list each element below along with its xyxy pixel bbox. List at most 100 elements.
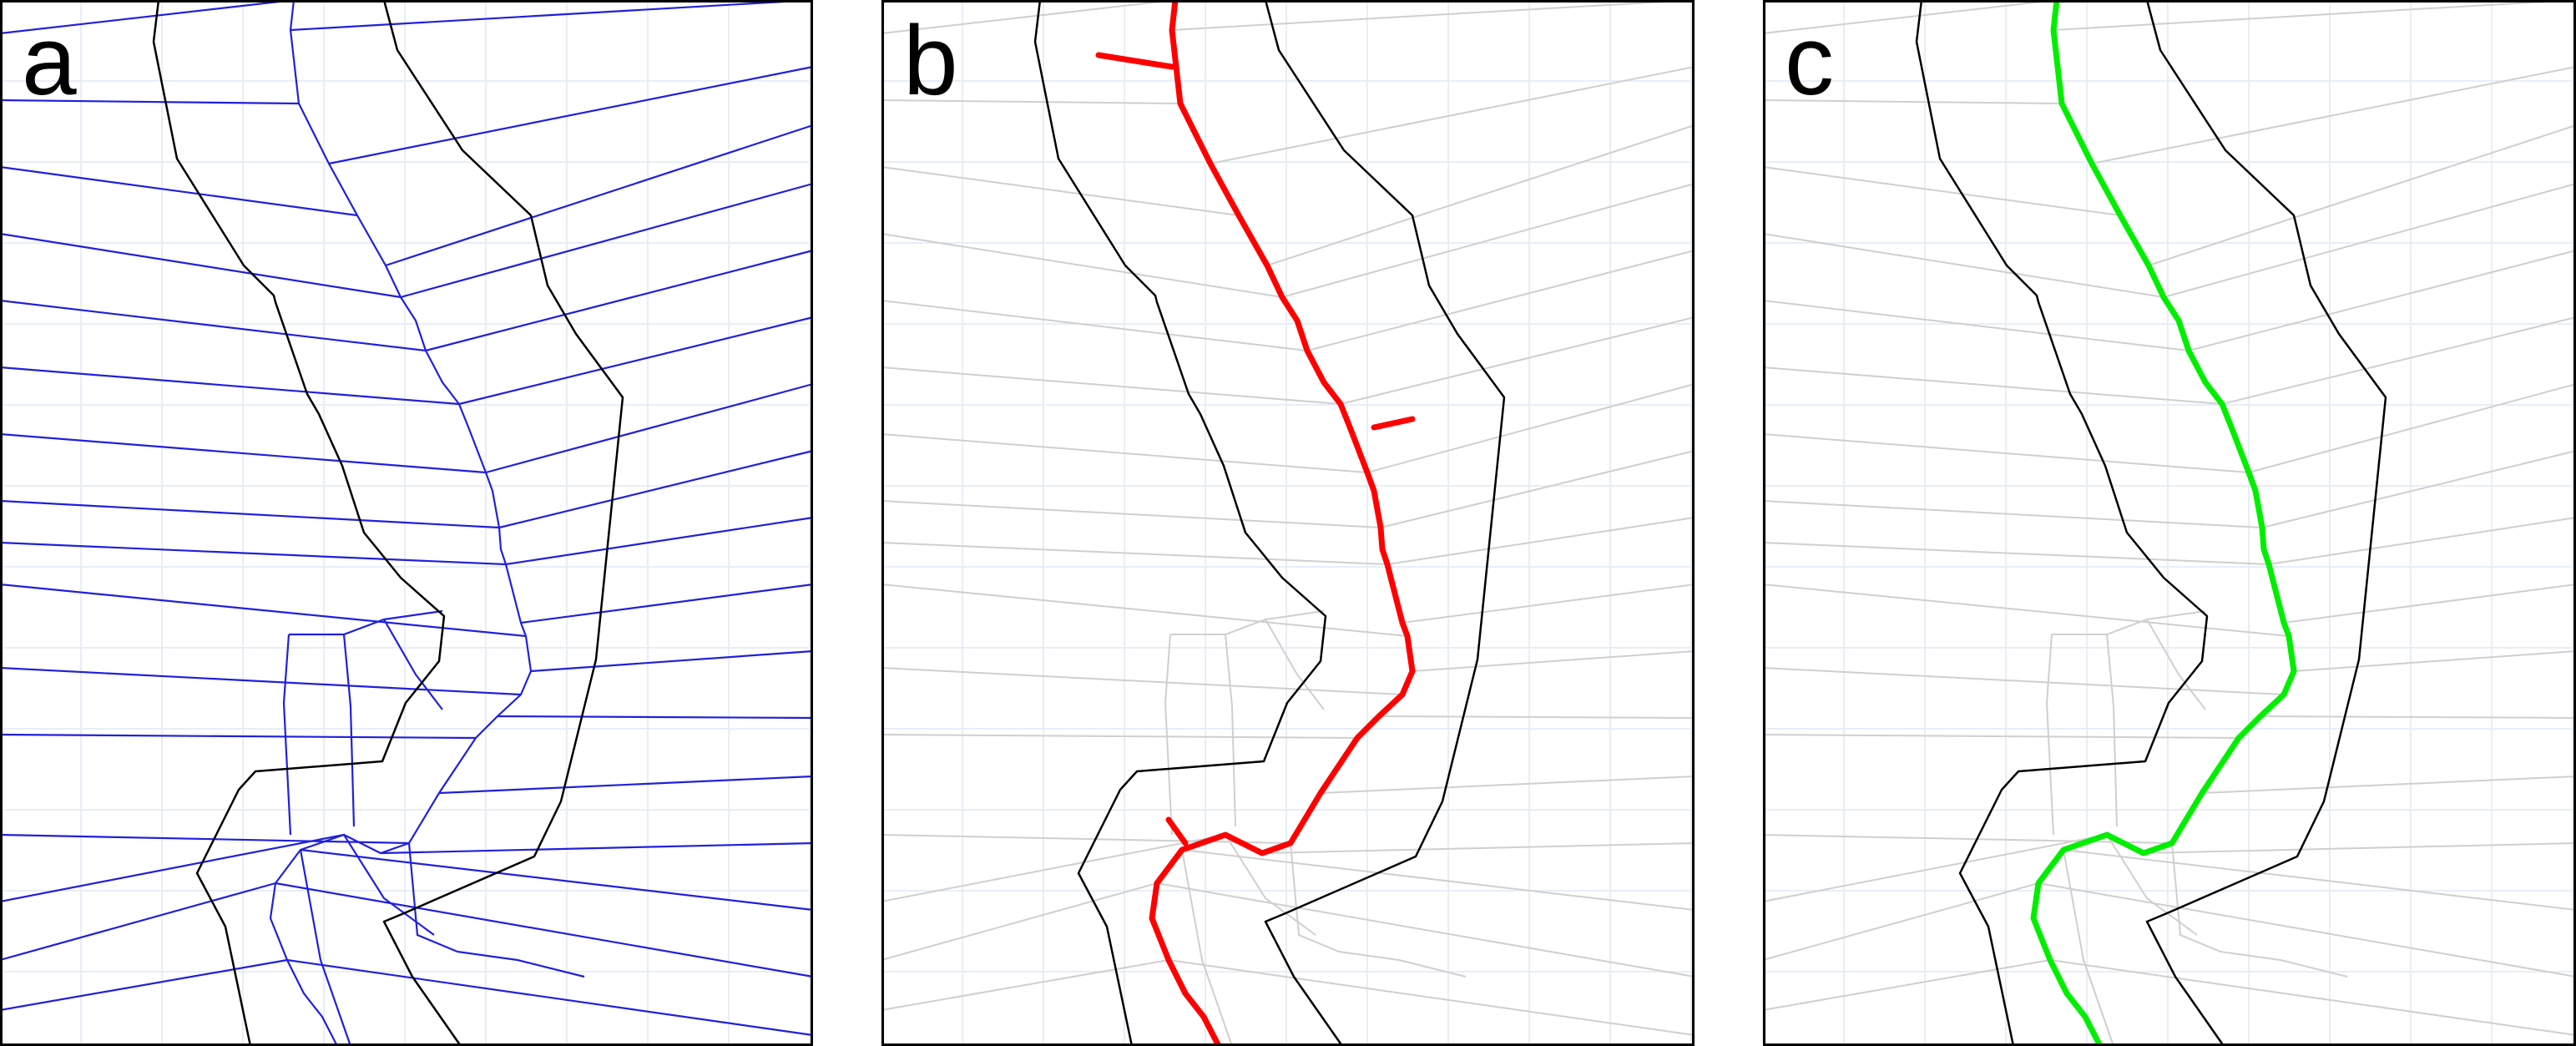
voronoi-edge	[0, 958, 288, 1012]
voronoi-cell-edge	[1225, 634, 1236, 827]
voronoi-cell-edge	[1290, 842, 1340, 953]
voronoi-cell-edge	[1225, 834, 1316, 936]
voronoi-edge	[0, 733, 477, 740]
voronoi-edge	[1762, 500, 2263, 528]
voronoi-edge	[2143, 842, 2576, 854]
voronoi-edge	[0, 366, 460, 406]
voronoi-edge	[1762, 300, 2190, 351]
voronoi-edge	[881, 500, 1381, 528]
voronoi-edge	[0, 165, 358, 217]
voronoi-edge	[2248, 383, 2576, 473]
voronoi-edge	[1266, 124, 1695, 266]
voronoi-cell-edge	[457, 950, 585, 978]
voronoi-edge	[1412, 650, 1695, 672]
voronoi-edge	[881, 834, 1226, 902]
panel-b-plot	[881, 0, 1695, 1046]
voronoi-edge	[0, 99, 300, 105]
voronoi-edge	[881, 0, 1176, 34]
voronoi-edge	[0, 882, 276, 962]
voronoi-edge	[1378, 715, 1695, 719]
voronoi-edge	[300, 848, 814, 912]
voronoi-edge	[1386, 517, 1695, 565]
voronoi-edge	[458, 316, 814, 406]
panel-a-plot	[0, 0, 814, 1046]
shape-boundary	[1033, 0, 1506, 1046]
voronoi-edge	[2260, 715, 2576, 719]
voronoi-edge	[1762, 959, 2051, 1011]
voronoi-edge	[2038, 882, 2576, 978]
voronoi-edge	[1210, 66, 1695, 164]
voronoi-cell-edge	[282, 634, 292, 836]
voronoi-cell-edge	[2052, 610, 2206, 635]
voronoi-edge	[1762, 166, 2121, 216]
voronoi-edge	[0, 666, 522, 696]
voronoi-edge	[1281, 183, 1695, 298]
voronoi-edge	[1171, 0, 1695, 31]
voronoi-edge	[881, 542, 1388, 565]
voronoi-edge	[881, 233, 1283, 298]
voronoi-cell-edge	[383, 619, 443, 710]
voronoi-edge	[2188, 250, 2576, 351]
skeleton-path	[1149, 0, 1416, 1046]
skeleton-branch	[1371, 416, 1416, 431]
voronoi-edge	[2221, 316, 2576, 405]
voronoi-edge	[0, 583, 527, 638]
voronoi-cell-edge	[289, 609, 443, 636]
voronoi-edge	[1762, 0, 2058, 34]
voronoi-edge	[1366, 383, 1695, 473]
voronoi-edge	[385, 124, 814, 267]
panel-frame	[0, 0, 813, 1046]
voronoi-edge	[1402, 584, 1695, 624]
voronoi-edge	[1762, 667, 2285, 695]
voronoi-edge	[881, 99, 1181, 104]
voronoi-edge	[0, 833, 410, 845]
voronoi-edge	[2268, 517, 2576, 565]
voronoi-edge	[286, 958, 814, 1037]
voronoi-edge	[0, 299, 427, 352]
voronoi-edge	[0, 499, 500, 529]
voronoi-edge	[485, 382, 814, 474]
panel-a: a	[0, 0, 814, 1046]
voronoi-edge	[438, 775, 814, 795]
voronoi-edge	[497, 715, 814, 720]
voronoi-edge	[2049, 959, 2576, 1036]
shape-boundary	[1915, 0, 2387, 1046]
voronoi-edge	[1762, 233, 2164, 298]
voronoi-edge	[1762, 584, 2290, 637]
voronoi-edge	[2091, 66, 2576, 164]
voronoi-edge	[0, 833, 345, 903]
voronoi-edge	[328, 65, 814, 165]
panel-frame	[881, 0, 1695, 1046]
voronoi-edge	[881, 834, 1291, 844]
voronoi-edge	[2201, 776, 2576, 794]
voronoi-edge	[2283, 584, 2576, 624]
voronoi-edge	[1320, 776, 1695, 794]
voronoi-edge	[380, 841, 814, 855]
voronoi-edge	[881, 959, 1169, 1011]
voronoi-edge	[0, 541, 507, 566]
voronoi-cell-edge	[342, 634, 356, 827]
voronoi-edge	[0, 432, 487, 474]
voronoi-cell-edge	[299, 849, 352, 1046]
voronoi-edge	[1762, 734, 2240, 739]
voronoi-edge	[1306, 250, 1695, 351]
panel-label-a: a	[22, 6, 77, 116]
voronoi-edge	[881, 366, 1341, 405]
voronoi-cell-edge	[1181, 849, 1233, 1046]
voronoi-cell-edge	[1338, 951, 1467, 978]
voronoi-edge	[881, 584, 1408, 637]
voronoi-edge	[1340, 316, 1695, 405]
voronoi-edge	[881, 734, 1358, 739]
voronoi-edge	[1156, 882, 1695, 978]
panel-c-plot	[1762, 0, 2576, 1046]
panel-label-c: c	[1785, 6, 1834, 116]
skeleton-branch	[1165, 816, 1189, 846]
voronoi-edge	[1181, 849, 1695, 911]
shape-boundary	[152, 0, 624, 1046]
voronoi-cell-edge	[1164, 634, 1173, 836]
voronoi-cell-edge	[2171, 842, 2221, 953]
voronoi-cell-edge	[2220, 951, 2348, 978]
voronoi-spine	[269, 0, 533, 1046]
voronoi-edge	[0, 0, 295, 35]
voronoi-cell-edge	[407, 842, 458, 953]
